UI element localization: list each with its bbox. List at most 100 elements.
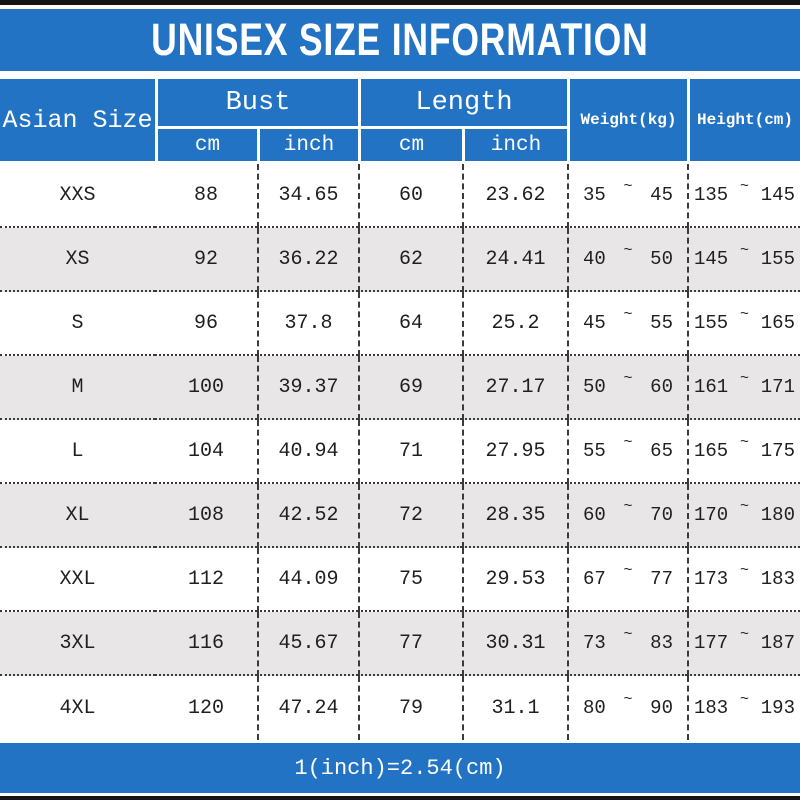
tilde-separator: ~ xyxy=(739,241,749,259)
height-min: 155 xyxy=(694,312,729,334)
length-cm-value: 75 xyxy=(358,548,462,612)
bust-inch-value: 45.67 xyxy=(257,612,358,676)
bust-cm-value: 92 xyxy=(155,228,257,292)
size-label: L xyxy=(0,420,155,484)
header-gap xyxy=(0,71,800,79)
weight-min: 73 xyxy=(583,632,606,654)
height-range: 173 ~183 xyxy=(687,548,800,612)
bust-cm-value: 96 xyxy=(155,292,257,356)
height-min: 161 xyxy=(694,376,729,398)
size-label: XL xyxy=(0,484,155,548)
bottom-border-bar xyxy=(0,796,800,800)
weight-max: 65 xyxy=(650,440,673,462)
height-max: 187 xyxy=(760,632,795,654)
height-max: 175 xyxy=(760,440,795,462)
tilde-separator: ~ xyxy=(739,561,749,579)
tilde-separator: ~ xyxy=(739,177,749,195)
tilde-separator: ~ xyxy=(623,625,633,643)
weight-min: 55 xyxy=(583,440,606,462)
weight-min: 35 xyxy=(583,184,606,206)
length-inch-value: 24.41 xyxy=(462,228,567,292)
length-inch-value: 30.31 xyxy=(462,612,567,676)
bust-inch-value: 42.52 xyxy=(257,484,358,548)
size-label: XS xyxy=(0,228,155,292)
weight-max: 77 xyxy=(650,568,673,590)
weight-range: 55 ~65 xyxy=(567,420,687,484)
col-subheader-bust-cm: cm xyxy=(155,126,257,161)
height-min: 145 xyxy=(694,248,729,270)
weight-range: 80 ~90 xyxy=(567,676,687,740)
table-row: 3XL 116 45.67 77 30.31 73 ~83 177 ~187 xyxy=(0,612,800,676)
height-min: 177 xyxy=(694,632,729,654)
length-inch-value: 27.95 xyxy=(462,420,567,484)
tilde-separator: ~ xyxy=(623,369,633,387)
bottom-gap xyxy=(0,793,800,796)
size-table-body: XXS 88 34.65 60 23.62 35 ~45 135 ~145 XS 9… xyxy=(0,164,800,740)
table-row: XS 92 36.22 62 24.41 40 ~50 145 ~155 xyxy=(0,228,800,292)
tilde-separator: ~ xyxy=(623,305,633,323)
tilde-separator: ~ xyxy=(739,625,749,643)
weight-max: 55 xyxy=(650,312,673,334)
bust-cm-value: 88 xyxy=(155,164,257,228)
length-cm-value: 77 xyxy=(358,612,462,676)
length-inch-value: 23.62 xyxy=(462,164,567,228)
bust-cm-value: 104 xyxy=(155,420,257,484)
weight-range: 35 ~45 xyxy=(567,164,687,228)
weight-range: 40 ~50 xyxy=(567,228,687,292)
length-inch-value: 25.2 xyxy=(462,292,567,356)
table-row: XXL 112 44.09 75 29.53 67 ~77 173 ~183 xyxy=(0,548,800,612)
weight-max: 83 xyxy=(650,632,673,654)
weight-range: 50 ~60 xyxy=(567,356,687,420)
col-header-asian-size: Asian Size xyxy=(2,105,153,135)
col-subheader-bust-inch: inch xyxy=(257,126,358,161)
bust-inch-value: 47.24 xyxy=(257,676,358,740)
height-range: 135 ~145 xyxy=(687,164,800,228)
col-header-length: Length xyxy=(358,79,567,126)
weight-min: 67 xyxy=(583,568,606,590)
tilde-separator: ~ xyxy=(739,369,749,387)
tilde-separator: ~ xyxy=(739,305,749,323)
table-header: Asian Size Bust Length Weight(kg) Height… xyxy=(0,79,800,161)
tilde-separator: ~ xyxy=(623,497,633,515)
weight-min: 40 xyxy=(583,248,606,270)
height-range: 170 ~180 xyxy=(687,484,800,548)
bust-cm-value: 100 xyxy=(155,356,257,420)
weight-range: 73 ~83 xyxy=(567,612,687,676)
size-label: XXS xyxy=(0,164,155,228)
col-header-height: Height(cm) xyxy=(687,79,800,161)
table-row: XXS 88 34.65 60 23.62 35 ~45 135 ~145 xyxy=(0,164,800,228)
length-inch-value: 31.1 xyxy=(462,676,567,740)
height-range: 161 ~171 xyxy=(687,356,800,420)
length-cm-value: 60 xyxy=(358,164,462,228)
height-range: 177 ~187 xyxy=(687,612,800,676)
bust-cm-value: 120 xyxy=(155,676,257,740)
height-max: 145 xyxy=(760,184,795,206)
height-range: 145 ~155 xyxy=(687,228,800,292)
tilde-separator: ~ xyxy=(739,433,749,451)
tilde-separator: ~ xyxy=(623,177,633,195)
weight-range: 67 ~77 xyxy=(567,548,687,612)
height-range: 155 ~165 xyxy=(687,292,800,356)
tilde-separator: ~ xyxy=(623,241,633,259)
bust-inch-value: 37.8 xyxy=(257,292,358,356)
weight-max: 45 xyxy=(650,184,673,206)
tilde-separator: ~ xyxy=(739,497,749,515)
top-gap xyxy=(0,5,800,9)
weight-min: 50 xyxy=(583,376,606,398)
length-inch-value: 29.53 xyxy=(462,548,567,612)
bust-cm-value: 112 xyxy=(155,548,257,612)
table-row: S 96 37.8 64 25.2 45 ~55 155 ~165 xyxy=(0,292,800,356)
col-header-bust: Bust xyxy=(155,79,358,126)
size-label: XXL xyxy=(0,548,155,612)
height-max: 193 xyxy=(760,697,795,719)
bust-inch-value: 36.22 xyxy=(257,228,358,292)
bust-inch-value: 34.65 xyxy=(257,164,358,228)
height-min: 135 xyxy=(694,184,729,206)
height-max: 180 xyxy=(760,504,795,526)
table-row: L 104 40.94 71 27.95 55 ~65 165 ~175 xyxy=(0,420,800,484)
weight-max: 60 xyxy=(650,376,673,398)
bust-cm-value: 116 xyxy=(155,612,257,676)
height-min: 173 xyxy=(694,568,729,590)
page-title: UNISEX SIZE INFORMATION xyxy=(151,14,649,65)
length-inch-value: 27.17 xyxy=(462,356,567,420)
